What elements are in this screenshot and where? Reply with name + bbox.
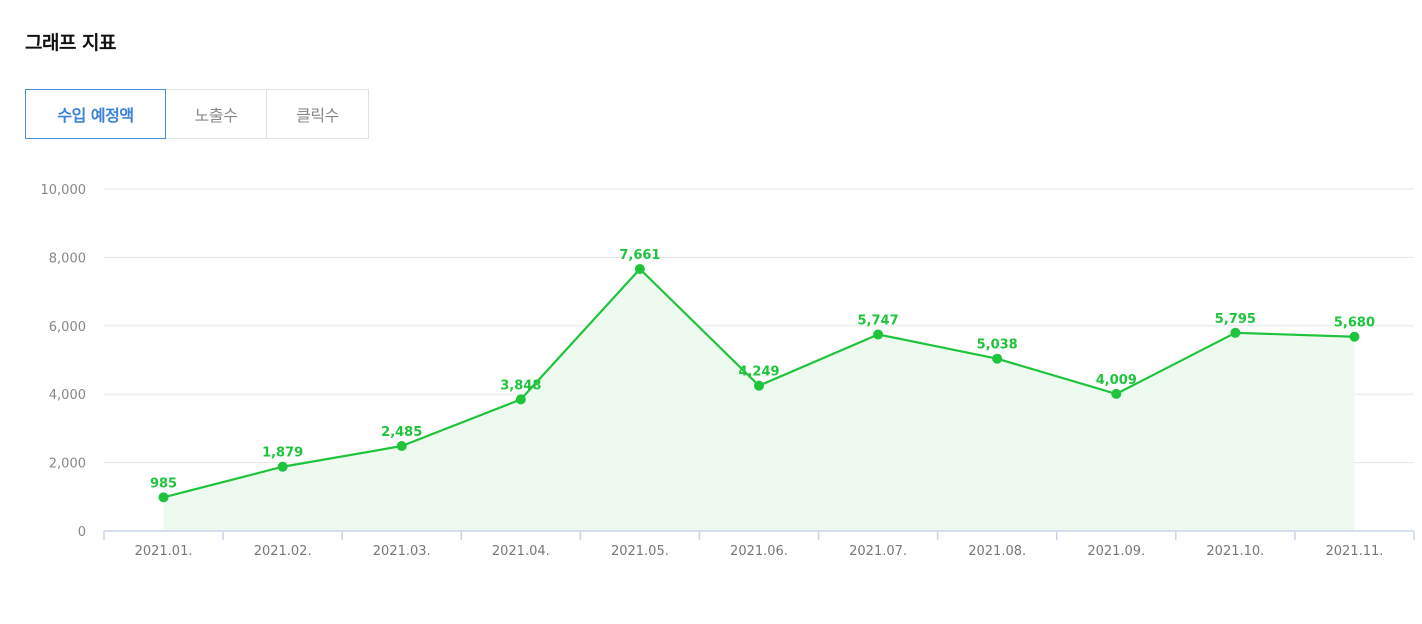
series-area — [163, 268, 1355, 531]
data-points — [158, 263, 1360, 503]
y-tick-label: 6,000 — [49, 320, 86, 335]
data-point[interactable] — [992, 353, 1003, 364]
x-axis: 2021.01. 2021.02. 2021.03. 2021.04. 2021.05.… — [103, 530, 1415, 559]
x-tick-label: 2021.04. — [492, 544, 550, 559]
x-tick-label: 2021.09. — [1087, 544, 1145, 559]
data-label: 5,795 — [1215, 312, 1256, 327]
data-point[interactable] — [158, 492, 169, 503]
data-point[interactable] — [754, 380, 764, 391]
y-tick-label: 0 — [78, 525, 86, 540]
data-label: 2,485 — [381, 425, 422, 440]
data-labels: 985 1,879 2,485 3,848 7,661 4,249 5,747 5,038 4,… — [150, 248, 1375, 491]
x-tick-label: 2021.02. — [254, 544, 312, 559]
data-point[interactable] — [1349, 331, 1360, 342]
data-label: 1,879 — [262, 446, 303, 461]
data-point[interactable] — [634, 263, 645, 274]
area-fill — [163, 268, 1355, 531]
tab-clicks[interactable]: 클릭수 — [266, 89, 369, 139]
data-label: 4,249 — [738, 365, 779, 380]
data-point[interactable] — [396, 441, 407, 452]
data-point[interactable] — [1111, 388, 1122, 399]
page-title: 그래프 지표 — [25, 32, 117, 54]
y-tick-label: 8,000 — [49, 251, 86, 266]
data-label: 5,680 — [1334, 316, 1375, 331]
data-point[interactable] — [1230, 327, 1241, 338]
data-label: 985 — [150, 476, 177, 491]
tab-expected-revenue[interactable]: 수입 예정액 — [25, 89, 166, 139]
x-tick-label: 2021.08. — [968, 544, 1026, 559]
data-label: 5,038 — [977, 338, 1018, 353]
data-label: 7,661 — [619, 248, 660, 263]
data-point[interactable] — [277, 461, 288, 472]
data-label: 3,848 — [500, 378, 541, 393]
x-tick-label: 2021.03. — [373, 544, 431, 559]
data-label: 5,747 — [858, 313, 899, 328]
data-point[interactable] — [873, 329, 884, 340]
y-tick-label: 2,000 — [49, 457, 86, 472]
metric-tabs: 수입 예정액 노출수 클릭수 — [25, 89, 369, 139]
x-tick-label: 2021.11. — [1326, 544, 1384, 559]
y-axis-ticks: 0 2,000 4,000 6,000 8,000 10,000 — [41, 183, 87, 540]
data-label: 4,009 — [1096, 373, 1137, 388]
x-tick-label: 2021.07. — [849, 544, 907, 559]
x-tick-label: 2021.01. — [135, 544, 193, 559]
y-tick-label: 4,000 — [49, 388, 86, 403]
data-point[interactable] — [515, 394, 526, 405]
y-tick-label: 10,000 — [41, 183, 87, 198]
x-tick-label: 2021.06. — [730, 544, 788, 559]
x-tick-label: 2021.05. — [611, 544, 669, 559]
x-tick-label: 2021.10. — [1206, 544, 1264, 559]
